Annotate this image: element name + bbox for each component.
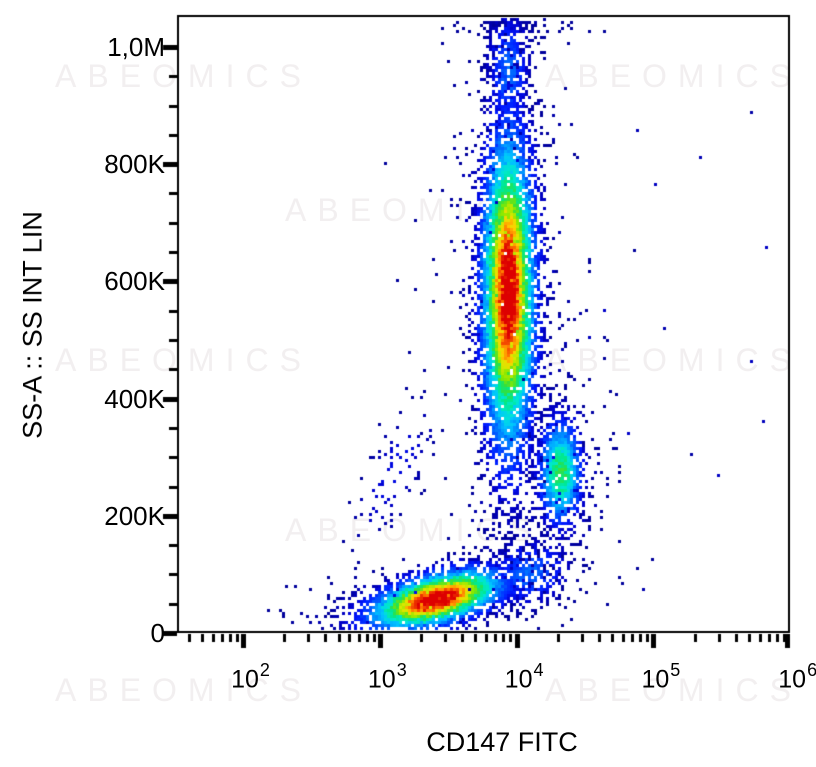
x-tick-base: 10 — [504, 665, 533, 694]
x-tick-exponent: 5 — [670, 660, 681, 680]
x-tick-label: 104 — [504, 660, 544, 694]
x-tick-exponent: 4 — [533, 660, 544, 680]
x-tick-base: 10 — [367, 665, 396, 694]
x-tick-exponent: 3 — [396, 660, 407, 680]
x-tick-base: 10 — [778, 665, 807, 694]
x-tick-base: 10 — [231, 665, 259, 694]
x-tick-label: 102 — [231, 660, 270, 694]
y-tick-label: 1,0M — [107, 32, 165, 62]
x-axis-title: CD147 FITC — [426, 727, 578, 757]
y-axis-title: SS-A :: SS INT LIN — [17, 211, 48, 439]
y-tick-label: 200K — [104, 500, 165, 531]
y-tick-label: 0 — [150, 618, 165, 648]
x-tick-label: 105 — [641, 660, 681, 694]
x-tick-label: 106 — [778, 660, 816, 694]
x-tick-exponent: 2 — [259, 660, 270, 680]
y-tick-label: 800K — [104, 149, 165, 180]
y-tick-label: 400K — [104, 383, 165, 414]
x-tick-exponent: 6 — [807, 660, 816, 680]
x-tick-base: 10 — [641, 665, 670, 694]
x-tick-label: 103 — [367, 660, 407, 694]
y-tick-label: 600K — [104, 266, 165, 297]
